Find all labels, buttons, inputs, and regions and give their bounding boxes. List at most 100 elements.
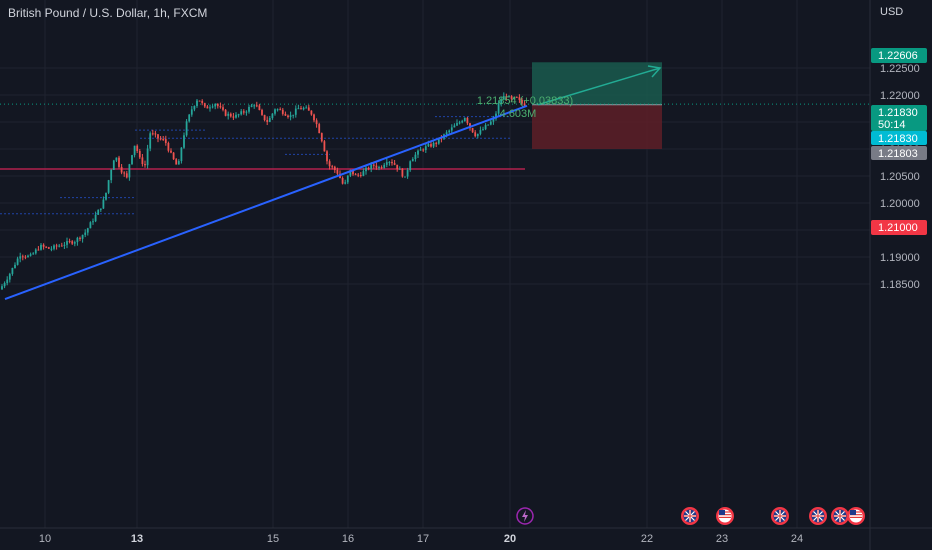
candle-body [21,256,24,258]
candle-body [245,111,248,113]
candle-body [268,118,271,122]
profit-zone[interactable] [532,62,662,105]
candle-body [92,221,94,223]
candle-body [193,105,196,110]
candle-body [29,254,32,256]
ask-price-label: 1.21803 [878,148,918,160]
candle-body [398,168,401,170]
candle-body [274,109,276,114]
candle-body [492,118,495,122]
candle-body [79,237,81,239]
price-axis[interactable]: 1.225001.220001.215001.210001.205001.200… [880,63,920,291]
candle-body [125,173,128,178]
candle-body [289,115,292,118]
candle-body [469,123,471,129]
candle-body [294,108,297,115]
candle-body [89,222,92,229]
candle-body [112,160,115,170]
x-tick-label: 20 [504,533,516,545]
candle-body [432,142,435,147]
candle-body [242,111,245,113]
y-tick-label: 1.19000 [880,252,920,264]
candle-body [84,232,87,235]
candle-body [16,258,19,265]
candle-body [123,172,126,174]
us-flag-icon[interactable] [716,507,734,525]
candle-body [354,174,357,176]
currency-label[interactable]: USD [880,6,904,18]
uk-flag-icon[interactable] [831,507,849,525]
candle-body [341,177,344,184]
candle-body [40,244,42,250]
candle-body [359,175,362,177]
candle-body [396,164,399,169]
candle-body [521,99,523,104]
candle-body [461,121,464,123]
candle-body [281,109,284,114]
projection-label: 1.21854 (+0.03833) [477,95,573,107]
candle-body [99,208,102,210]
symbol-title[interactable]: British Pound / U.S. Dollar, 1h, FXCM [8,6,208,20]
price-labels: 1.22606 1.21830 50:14 1.21830 1.21803 1.… [871,48,927,235]
bid-price-box [871,131,927,145]
candle-body [188,114,191,122]
candle-body [177,161,180,165]
time-axis[interactable]: 10 13 15 16 17 20 22 23 24 [39,533,803,545]
candle-body [320,133,323,142]
candle-body [518,97,521,100]
current-price-label: 1.21830 [878,107,918,119]
candle-body [227,113,230,116]
uk-flag-icon[interactable] [771,507,789,525]
candle-body [24,256,27,258]
x-tick-label: 13 [131,533,143,545]
candle-body [385,162,388,165]
candle-body [162,138,165,140]
us-flag-icon[interactable] [847,507,865,525]
candle-body [463,117,466,122]
candles [1,92,526,290]
candle-body [453,125,456,128]
candle-body [232,116,235,118]
candle-body [190,109,193,115]
candle-body [34,249,37,254]
candle-body [370,164,373,169]
candle-body [19,256,22,259]
loss-zone[interactable] [532,104,662,149]
candle-body [50,248,53,250]
candle-body [73,242,76,244]
event-markers[interactable] [516,507,865,525]
candle-body [393,163,396,165]
ask-price-box [871,146,927,160]
candle-body [505,96,508,98]
uk-flag-icon[interactable] [681,507,699,525]
candle-body [214,103,217,107]
candle-body [11,267,14,274]
candle-body [136,145,139,151]
candle-body [94,214,97,222]
candle-body [237,114,240,116]
uk-flag-icon[interactable] [809,507,827,525]
candle-body [164,139,167,143]
x-tick-label: 22 [641,533,653,545]
target-price-box [871,48,927,63]
candle-body [440,138,443,140]
trendline[interactable] [4,104,528,301]
lightning-icon[interactable] [516,507,534,525]
candle-body [318,124,321,134]
candle-body [76,237,79,243]
candle-body [118,157,120,167]
candle-body [107,180,110,193]
candle-body [292,114,295,116]
candle-body [128,164,131,178]
candle-body [482,129,484,131]
candle-body [258,105,261,111]
candle-body [502,96,505,100]
candle-body [495,113,497,119]
trendline-segment[interactable] [4,104,528,301]
candle-body [263,114,266,121]
candle-body [154,133,157,135]
projection-arrow[interactable] [537,65,662,106]
candle-body [229,113,232,117]
candle-body [336,169,339,174]
